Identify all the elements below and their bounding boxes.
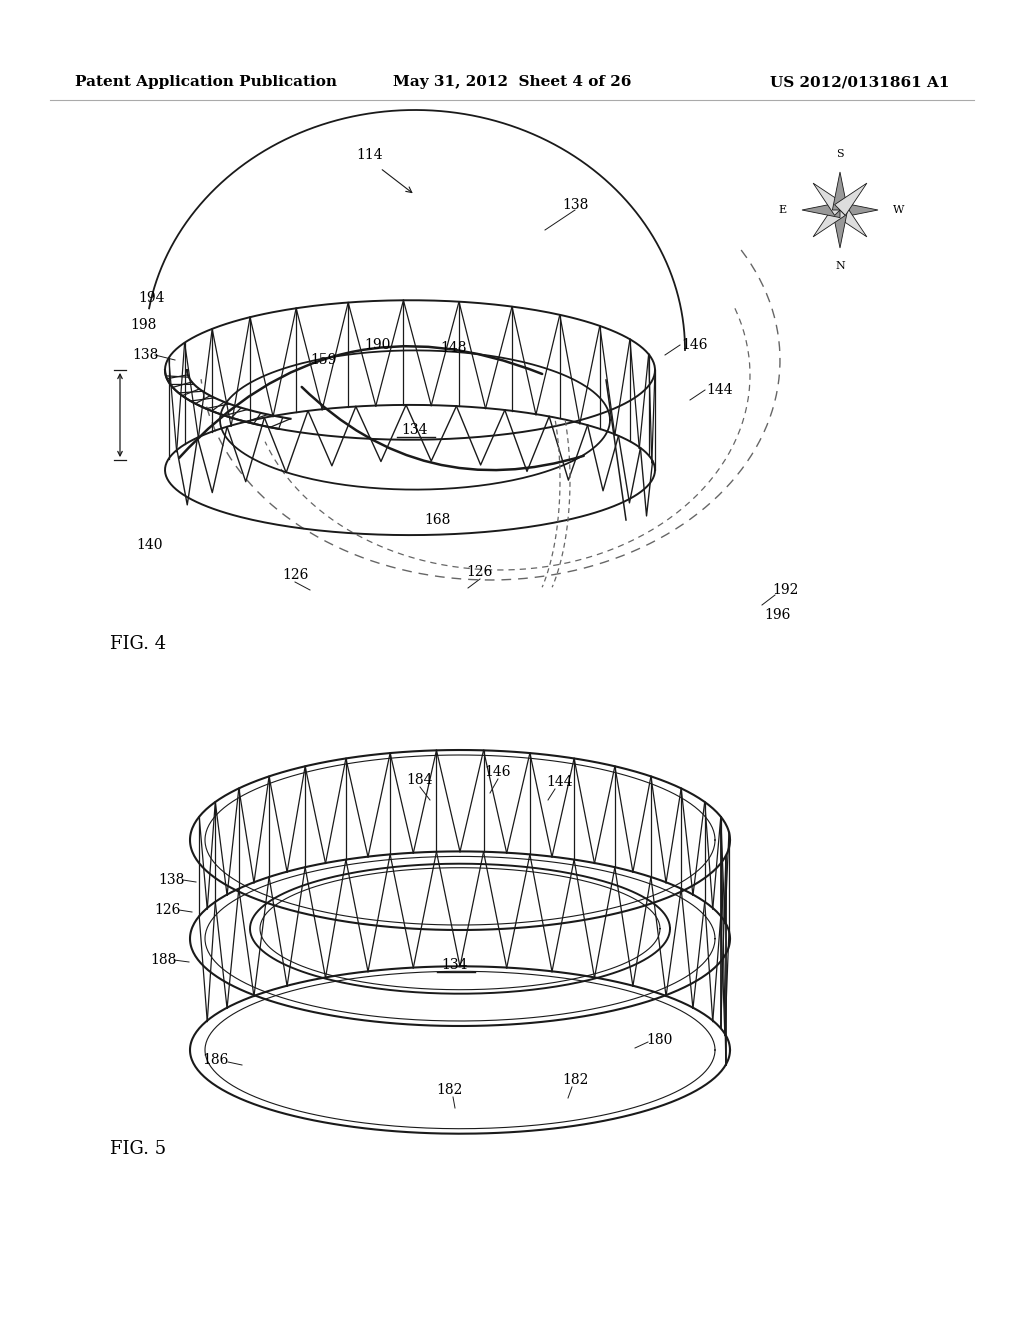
Text: 168: 168 [424, 513, 451, 527]
Text: N: N [836, 261, 845, 272]
Text: 186: 186 [202, 1053, 228, 1067]
Text: 146: 146 [682, 338, 709, 352]
Text: 194: 194 [138, 290, 165, 305]
Text: FIG. 5: FIG. 5 [110, 1140, 166, 1158]
Text: 114: 114 [356, 148, 383, 162]
Text: 126: 126 [155, 903, 181, 917]
Text: 146: 146 [484, 766, 511, 779]
Text: 138: 138 [562, 198, 588, 213]
Text: W: W [893, 205, 904, 215]
Text: Patent Application Publication: Patent Application Publication [75, 75, 337, 88]
Text: 140: 140 [137, 539, 163, 552]
Polygon shape [833, 210, 848, 248]
Polygon shape [833, 172, 848, 210]
Text: 198: 198 [130, 318, 157, 333]
Text: 182: 182 [562, 1073, 588, 1086]
Text: 126: 126 [282, 568, 308, 582]
Text: 196: 196 [765, 609, 792, 622]
Text: 144: 144 [707, 383, 733, 397]
Text: 134: 134 [441, 958, 468, 972]
Text: 182: 182 [437, 1082, 463, 1097]
Text: 126: 126 [467, 565, 494, 579]
Polygon shape [813, 205, 846, 236]
Text: 144: 144 [547, 775, 573, 789]
Polygon shape [835, 183, 867, 215]
Polygon shape [840, 202, 878, 218]
Text: FIG. 4: FIG. 4 [110, 635, 166, 653]
Text: S: S [837, 149, 844, 158]
Text: 159: 159 [310, 352, 336, 367]
Text: 134: 134 [401, 422, 428, 437]
Text: 192: 192 [772, 583, 798, 597]
Text: 190: 190 [365, 338, 391, 352]
Text: 188: 188 [150, 953, 176, 968]
Text: US 2012/0131861 A1: US 2012/0131861 A1 [770, 75, 950, 88]
Text: 138: 138 [132, 348, 158, 362]
Text: 138: 138 [159, 873, 185, 887]
Text: May 31, 2012  Sheet 4 of 26: May 31, 2012 Sheet 4 of 26 [393, 75, 631, 88]
Text: 180: 180 [647, 1034, 673, 1047]
Polygon shape [802, 202, 840, 218]
Polygon shape [835, 205, 867, 236]
Text: 148: 148 [440, 341, 467, 355]
Text: 184: 184 [407, 774, 433, 787]
Text: E: E [778, 205, 786, 215]
Polygon shape [813, 183, 846, 215]
